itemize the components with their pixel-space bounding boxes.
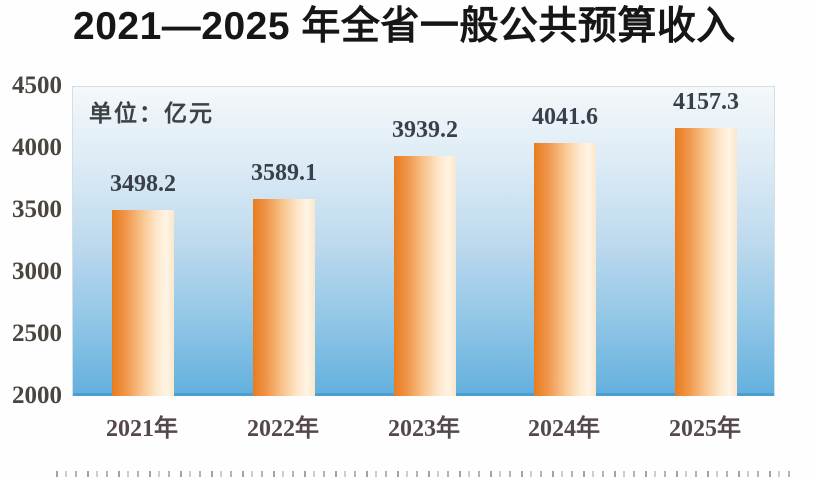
chart-title: 2021—2025 年全省一般公共预算收入 (73, 5, 736, 48)
bar-2023年 (394, 156, 456, 396)
y-axis-tick: 2000 (12, 382, 62, 409)
bar-2021年 (112, 210, 174, 396)
y-axis-tick: 4000 (12, 134, 62, 161)
x-axis-label: 2025年 (669, 416, 741, 442)
bar-value-label: 3498.2 (110, 171, 176, 197)
y-axis-tick: 3000 (12, 258, 62, 285)
bar-2022年 (253, 199, 315, 396)
x-axis-label: 2024年 (528, 416, 600, 442)
clipped-text-fragment (56, 471, 790, 477)
plot-area: 单位：亿元 3498.2 3589.1 3939.2 4041.6 4157.3 (72, 86, 775, 396)
bar-value-label: 4157.3 (673, 89, 739, 115)
x-axis-label: 2021年 (106, 416, 178, 442)
unit-label: 单位：亿元 (89, 101, 214, 126)
bar-2025年 (675, 128, 737, 396)
bar-value-label: 4041.6 (532, 104, 598, 130)
bar-value-label: 3939.2 (392, 117, 458, 143)
y-axis-tick: 4500 (12, 72, 62, 99)
y-axis-tick: 2500 (12, 320, 62, 347)
bar-value-label: 3589.1 (251, 160, 317, 186)
x-axis-label: 2022年 (247, 416, 319, 442)
bar-2024年 (534, 143, 596, 396)
x-axis-label: 2023年 (388, 416, 460, 442)
y-axis-tick: 3500 (12, 196, 62, 223)
